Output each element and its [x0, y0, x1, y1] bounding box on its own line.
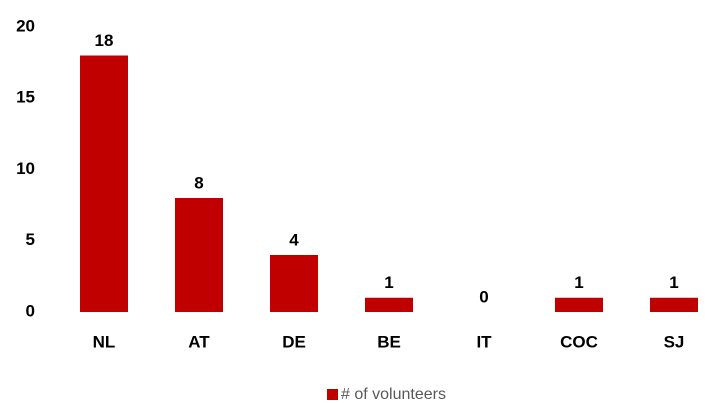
- bar: [80, 55, 128, 312]
- bar: [555, 297, 603, 312]
- data-label: 18: [95, 31, 114, 50]
- x-tick-label: BE: [377, 332, 401, 351]
- y-tick-label: 0: [26, 301, 35, 320]
- y-tick-label: 15: [16, 88, 35, 107]
- bar: [650, 297, 698, 312]
- bar: [365, 297, 413, 312]
- x-tick-label: AT: [188, 332, 210, 351]
- x-tick-label: SJ: [664, 332, 685, 351]
- x-tick-label: NL: [93, 332, 116, 351]
- data-label: 0: [479, 287, 488, 306]
- data-label: 1: [384, 273, 393, 292]
- legend-swatch: [327, 389, 338, 400]
- bar: [175, 198, 223, 312]
- data-label: 4: [289, 230, 299, 249]
- x-tick-label: IT: [476, 332, 492, 351]
- y-tick-label: 20: [16, 16, 35, 35]
- bar: [270, 255, 318, 312]
- x-tick-label: COC: [560, 332, 598, 351]
- legend-label: # of volunteers: [341, 386, 446, 403]
- y-tick-label: 10: [16, 159, 35, 178]
- data-label: 8: [194, 173, 203, 192]
- x-tick-label: DE: [282, 332, 306, 351]
- data-label: 1: [574, 273, 583, 292]
- y-tick-label: 5: [26, 230, 35, 249]
- data-label: 1: [669, 273, 678, 292]
